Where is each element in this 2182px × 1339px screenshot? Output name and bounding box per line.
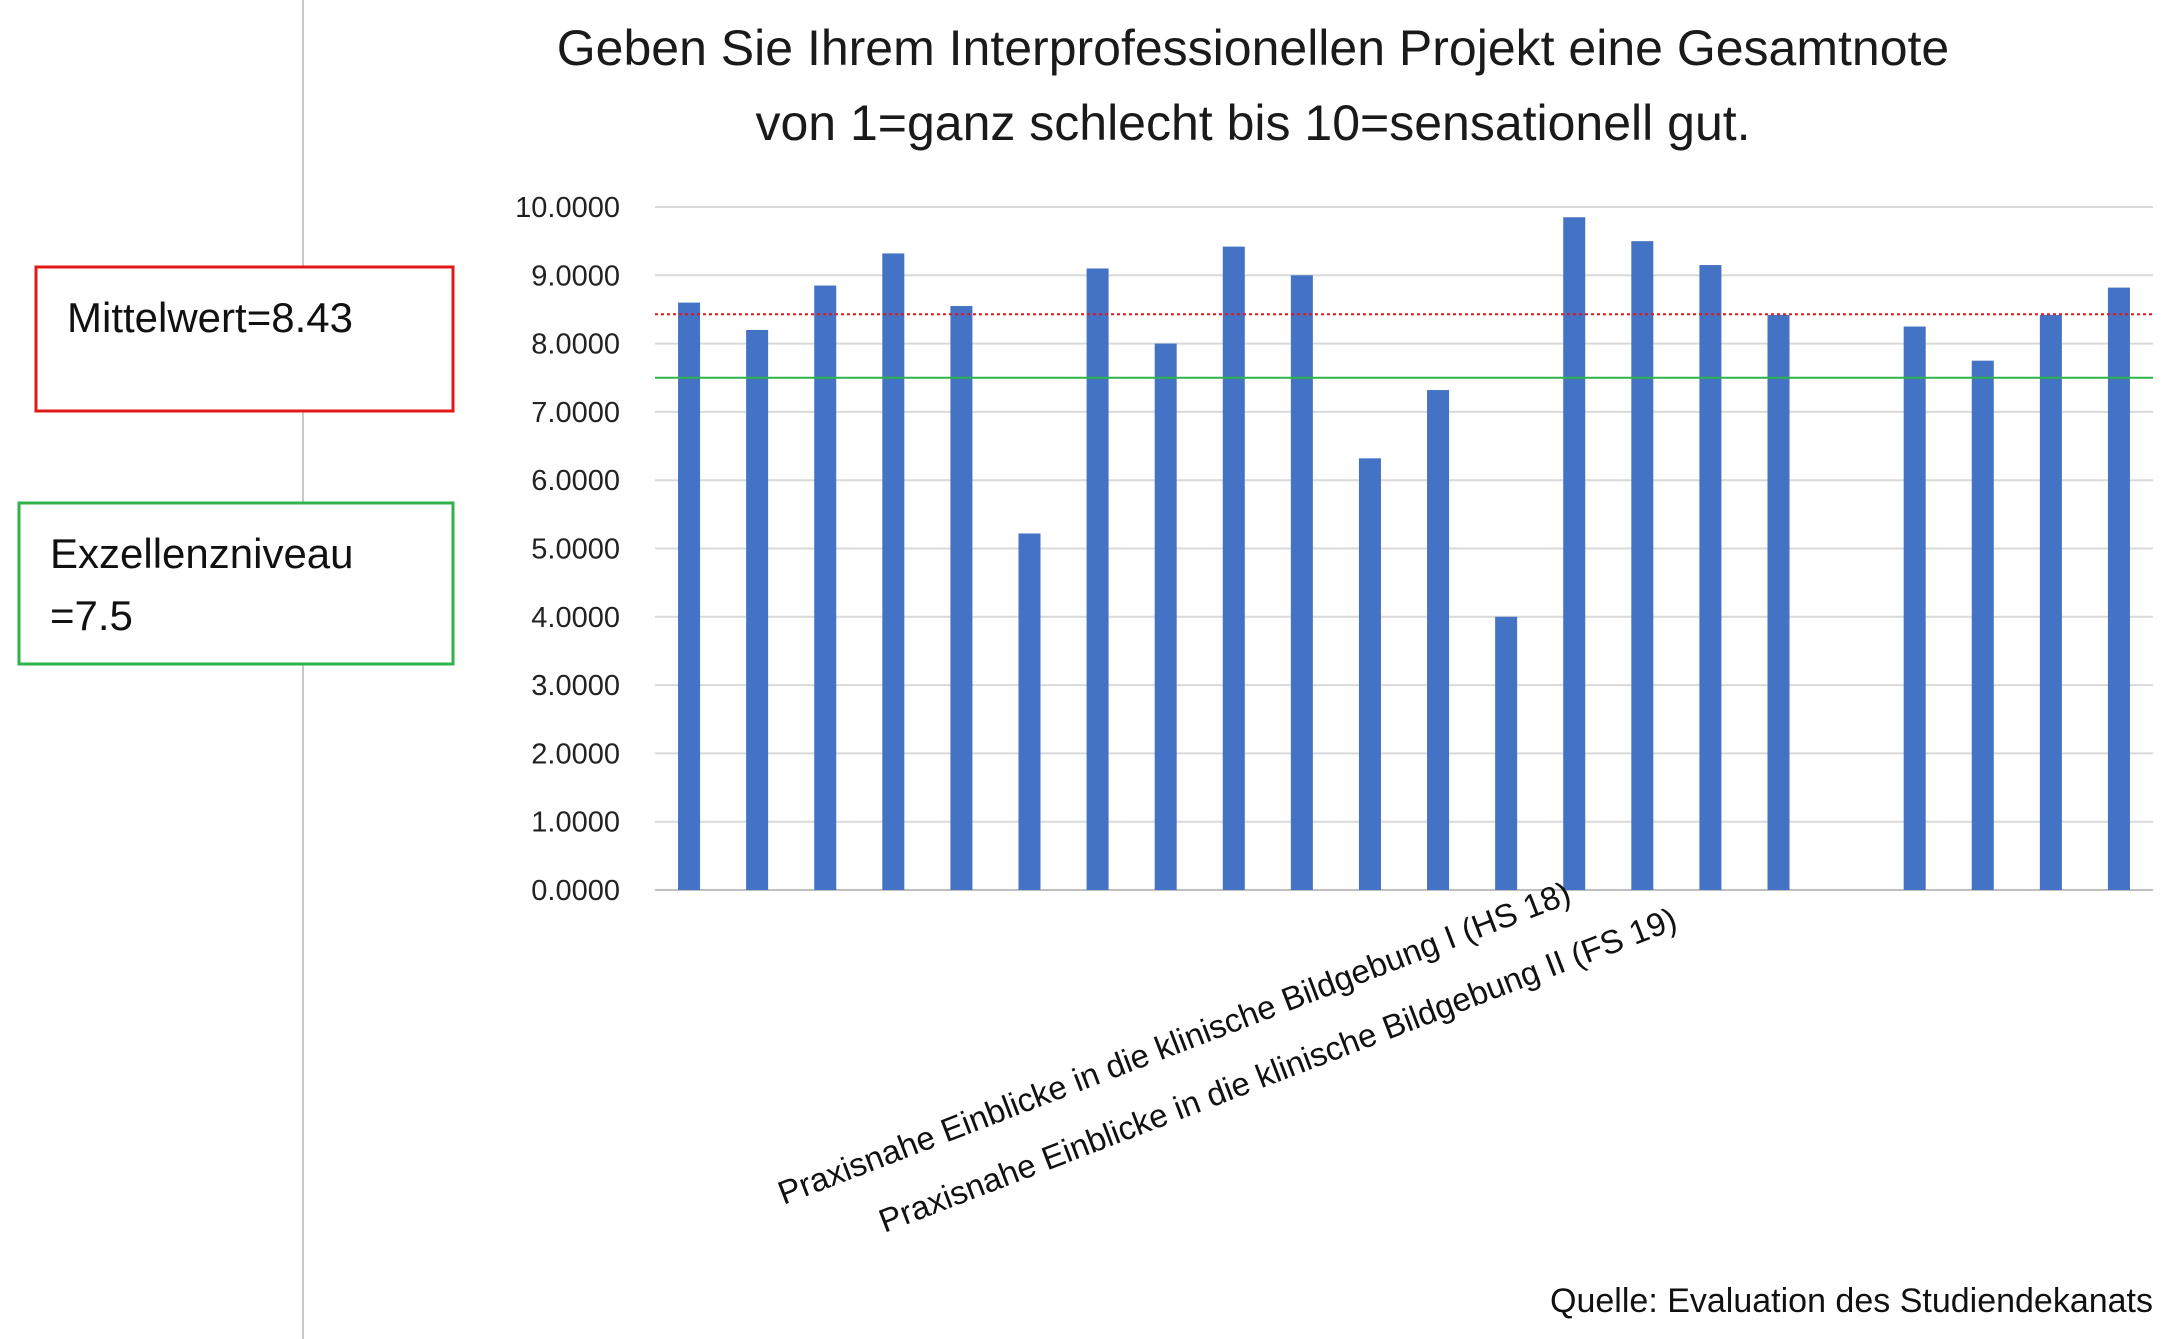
y-tick-label: 4.0000 bbox=[531, 602, 620, 634]
category-labels: Praxisnahe Einblicke in die klinische Bi… bbox=[773, 874, 1682, 1240]
category-label-fs19: Praxisnahe Einblicke in die klinische Bi… bbox=[874, 900, 1682, 1240]
y-tick-label: 3.0000 bbox=[531, 670, 620, 702]
excellence-box bbox=[17, 501, 455, 666]
y-axis-ticks: 0.0000 1.0000 2.0000 3.0000 4.0000 5.0000 6.00… bbox=[515, 192, 620, 907]
bar-7 bbox=[1086, 268, 1109, 891]
bar-20 bbox=[1971, 360, 1994, 890]
y-tick-label: 10.0000 bbox=[515, 192, 620, 224]
y-tick-label: 8.0000 bbox=[531, 329, 620, 361]
bar-1 bbox=[678, 302, 701, 890]
mean-box-text: Mittelwert=8.43 bbox=[67, 294, 353, 341]
y-tick-label: 2.0000 bbox=[531, 738, 620, 770]
y-tick-label: 9.0000 bbox=[531, 260, 620, 292]
bar-14 bbox=[1563, 217, 1586, 890]
excellence-box-line-1: Exzellenzniveau bbox=[50, 530, 354, 577]
excellence-box-line-2: =7.5 bbox=[50, 592, 133, 639]
bar-6 bbox=[1018, 533, 1041, 890]
y-tick-label: 0.0000 bbox=[531, 875, 620, 907]
source-note: Quelle: Evaluation des Studiendekanats bbox=[1550, 1282, 2153, 1320]
bar-11 bbox=[1358, 458, 1381, 890]
gridlines bbox=[655, 206, 2153, 891]
y-tick-label: 7.0000 bbox=[531, 397, 620, 429]
bar-19 bbox=[1903, 326, 1926, 890]
mean-box bbox=[34, 265, 455, 413]
bar-13 bbox=[1495, 616, 1518, 890]
y-tick-label: 6.0000 bbox=[531, 465, 620, 497]
y-tick-label: 1.0000 bbox=[531, 807, 620, 839]
bar-8 bbox=[1154, 343, 1177, 891]
reference-lines bbox=[655, 313, 2153, 379]
bar-12 bbox=[1427, 390, 1450, 890]
bar-16 bbox=[1699, 265, 1722, 890]
bar-5 bbox=[950, 306, 973, 890]
bars bbox=[678, 217, 2130, 891]
bar-15 bbox=[1631, 241, 1654, 890]
bar-4 bbox=[882, 253, 905, 891]
chart-title-line-1: Geben Sie Ihrem Interprofessionellen Pro… bbox=[557, 20, 1949, 76]
bar-21 bbox=[2039, 314, 2062, 890]
bar-9 bbox=[1222, 246, 1245, 890]
bar-10 bbox=[1290, 275, 1313, 890]
category-label-hs18: Praxisnahe Einblicke in die klinische Bi… bbox=[773, 874, 1576, 1212]
bar-2 bbox=[746, 329, 769, 890]
bar-17 bbox=[1767, 314, 1790, 890]
chart-title-line-2: von 1=ganz schlecht bis 10=sensationell … bbox=[755, 95, 1750, 151]
bar-3 bbox=[814, 285, 837, 890]
y-tick-label: 5.0000 bbox=[531, 534, 620, 566]
bar-22 bbox=[2107, 287, 2130, 890]
